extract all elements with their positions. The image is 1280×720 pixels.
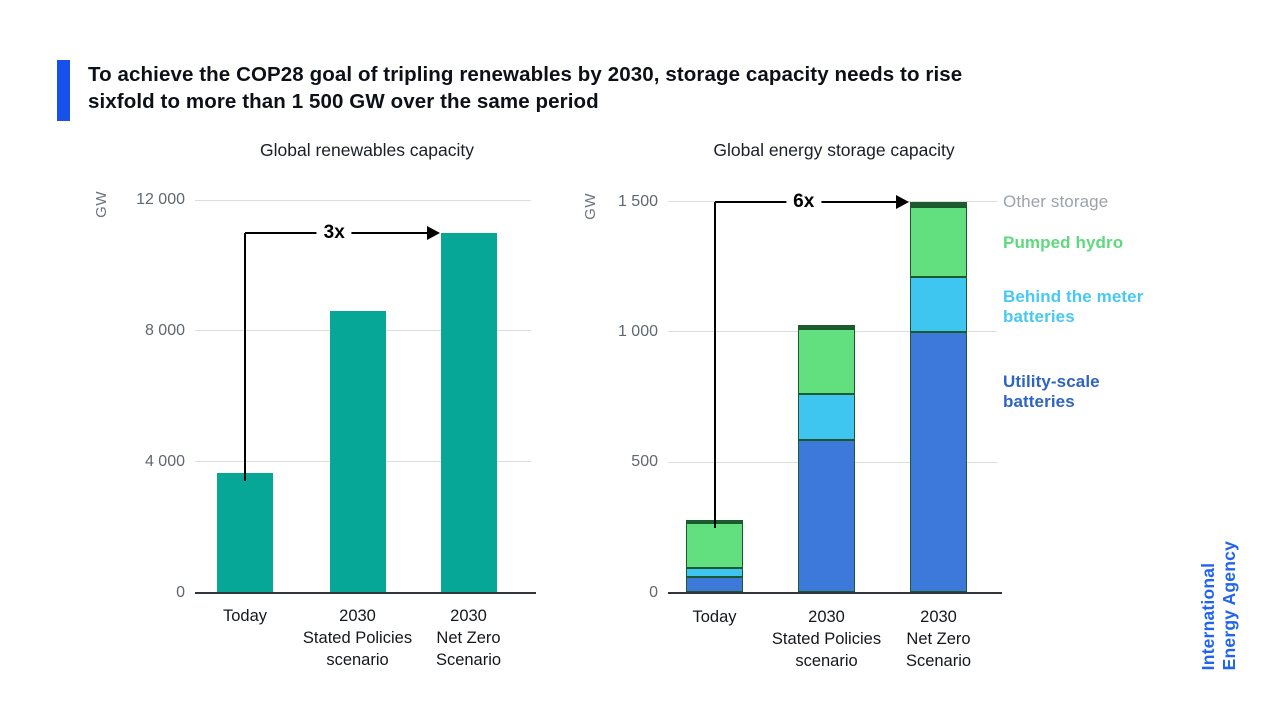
segment-other-storage-1	[798, 325, 855, 330]
segment-pumped-hydro-1	[798, 329, 855, 395]
y-tick-label: 8 000	[144, 321, 185, 339]
x-axis-label-line: 2030	[920, 608, 957, 626]
slide-title-line-2: sixfold to more than 1 500 GW over the s…	[88, 89, 599, 113]
x-axis-label-line: Today	[222, 607, 268, 625]
x-axis-label-line: Net Zero	[436, 629, 501, 647]
segment-behind-the-meter-batteries-0	[686, 567, 743, 577]
chart-title: Global energy storage capacity	[713, 140, 955, 160]
bar-2030-2	[440, 232, 497, 593]
title-accent-bar	[57, 60, 70, 121]
x-axis-label-2030-2: 2030 Net Zero Scenario	[906, 606, 971, 672]
segment-behind-the-meter-batteries-1	[798, 394, 855, 440]
x-axis-label-line: Today	[692, 608, 737, 626]
y-tick-label: 4 000	[144, 452, 185, 470]
legend-item-pumped-hydro: Pumped hydro	[1003, 233, 1124, 252]
growth-arrow-label: 3x	[316, 221, 352, 244]
growth-arrow-vertical-line	[244, 232, 246, 482]
x-axis-label-line: 2030	[808, 608, 845, 626]
segment-behind-the-meter-batteries-2	[910, 277, 967, 332]
x-axis-label-line: scenario	[795, 652, 858, 670]
x-axis-label-line: Stated Policies	[302, 629, 413, 647]
x-axis-label-2030-1: 2030 Stated Policies scenario	[772, 606, 881, 672]
x-axis-label-today-0: Today	[692, 606, 736, 628]
segment-other-storage-2	[910, 201, 967, 207]
x-axis-label-line: scenario	[326, 651, 389, 669]
segment-pumped-hydro-0	[686, 523, 743, 568]
growth-arrow-head	[896, 194, 909, 209]
growth-arrow-vertical-line	[713, 201, 716, 528]
y-tick-label: 1 500	[617, 192, 658, 210]
x-axis-label-line: 2030	[339, 607, 376, 625]
x-axis-label-today-0: Today	[223, 605, 267, 627]
x-axis-label-line: 2030	[450, 607, 487, 625]
iea-logo-line-2: Energy Agency	[1219, 540, 1239, 670]
bar-today-0	[217, 473, 273, 593]
x-axis-label-line: Scenario	[435, 651, 502, 669]
x-axis-label-line: Stated Policies	[771, 630, 882, 648]
iea-logo-wordmark: International Energy Agency	[1198, 541, 1240, 670]
gridline	[195, 199, 531, 201]
y-tick-label: 500	[631, 453, 658, 471]
legend-item-utility-scale-batteries: Utility-scale batteries	[1003, 372, 1100, 411]
y-tick-label: 1 000	[617, 322, 658, 340]
segment-utility-scale-batteries-1	[798, 440, 855, 593]
legend-item-other-storage: Other storage	[1003, 192, 1109, 211]
chart-title: Global renewables capacity	[259, 140, 475, 160]
segment-utility-scale-batteries-2	[910, 331, 967, 593]
y-tick-label: 0	[176, 583, 185, 601]
x-axis-label-line: Net Zero	[906, 630, 971, 648]
x-axis-label-2030-1: 2030 Stated Policies scenario	[303, 605, 412, 671]
y-tick-label: 12 000	[136, 191, 185, 208]
legend-item-behind-the-meter-batteries: Behind the meter batteries	[1003, 287, 1144, 326]
y-tick-label: 0	[649, 583, 658, 601]
x-axis-line	[668, 591, 1002, 594]
x-axis-label-line: Scenario	[905, 652, 972, 670]
x-axis-line	[195, 591, 536, 594]
growth-arrow-label: 6x	[786, 190, 822, 213]
growth-arrow-head	[426, 225, 440, 240]
segment-pumped-hydro-2	[910, 206, 967, 278]
segment-utility-scale-batteries-0	[686, 576, 743, 593]
slide-title-line-1: To achieve the COP28 goal of tripling re…	[88, 63, 963, 86]
slide-title: To achieve the COP28 goal of tripling re…	[88, 62, 962, 115]
bar-2030-1	[329, 311, 386, 593]
x-axis-label-2030-2: 2030 Net Zero Scenario	[436, 605, 501, 671]
iea-logo-line-1: International	[1198, 562, 1218, 670]
